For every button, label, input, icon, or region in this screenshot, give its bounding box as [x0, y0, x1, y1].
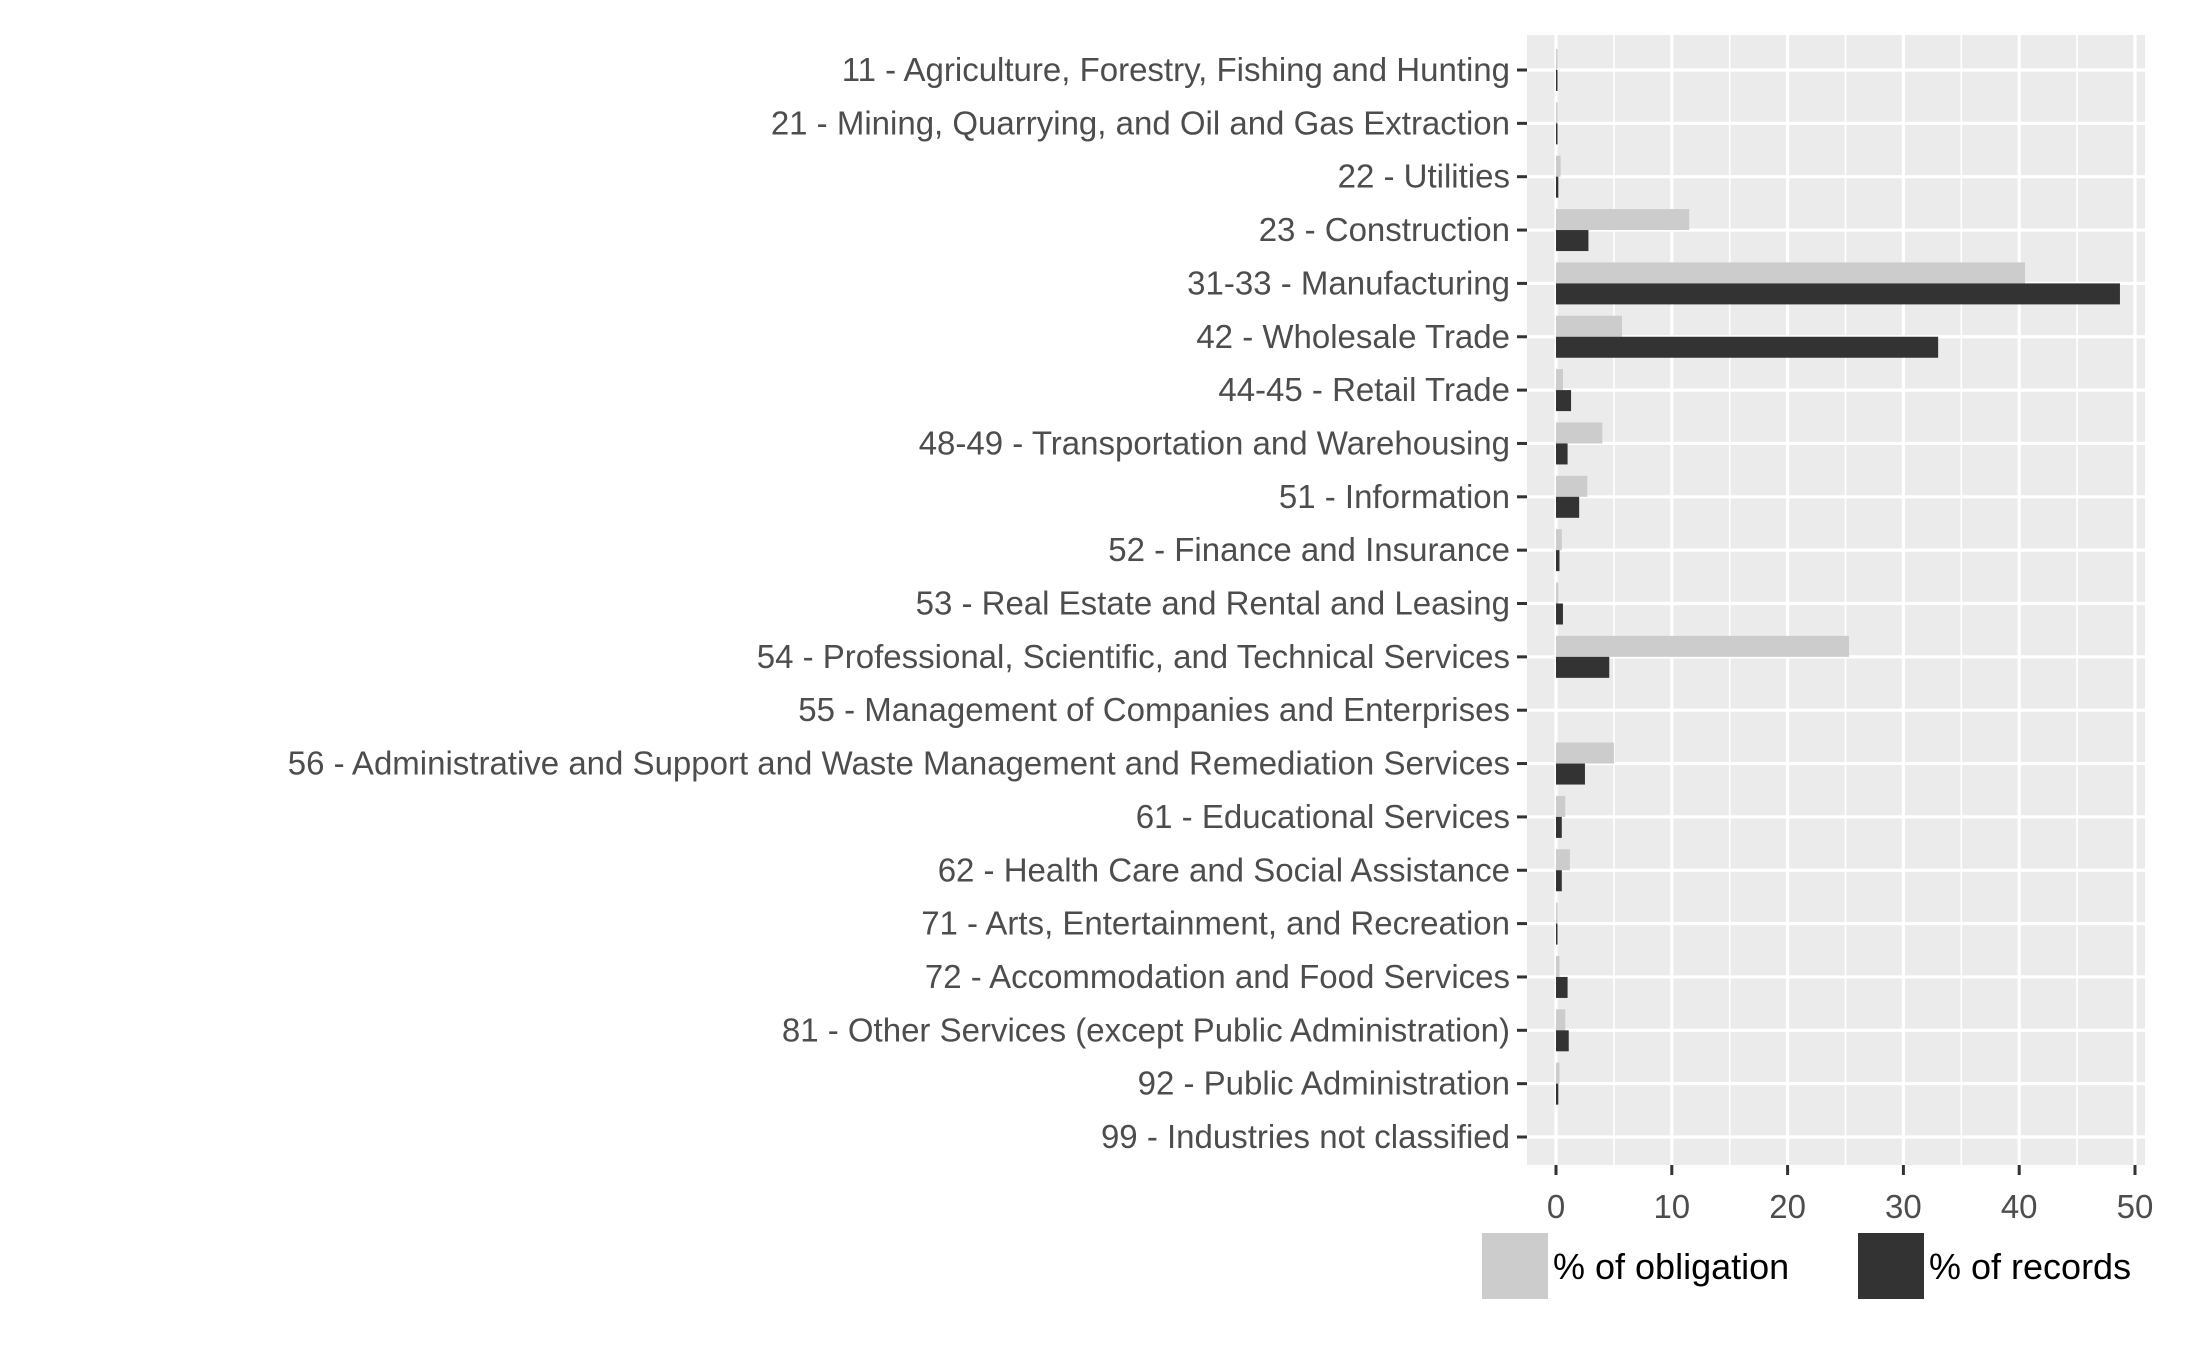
bar-obligation-10 — [1556, 582, 1559, 604]
bar-obligation-9 — [1556, 529, 1562, 551]
category-label: 48-49 - Transportation and Warehousing — [919, 424, 1510, 461]
legend: % of obligation % of records — [1482, 1233, 2131, 1299]
bar-obligation-18 — [1556, 1009, 1566, 1031]
bar-records-10 — [1556, 603, 1563, 625]
category-label: 53 - Real Estate and Rental and Leasing — [916, 585, 1510, 622]
legend-swatch-obligation — [1482, 1233, 1548, 1299]
x-tick-label: 50 — [2117, 1188, 2154, 1225]
category-label: 54 - Professional, Scientific, and Techn… — [757, 638, 1510, 675]
legend-label-records: % of records — [1929, 1246, 2131, 1287]
bar-records-1 — [1556, 123, 1558, 145]
bar-records-9 — [1556, 550, 1560, 572]
bar-obligation-2 — [1556, 155, 1561, 177]
category-label: 92 - Public Administration — [1138, 1065, 1510, 1102]
category-label: 99 - Industries not classified — [1101, 1118, 1510, 1155]
bar-obligation-0 — [1556, 49, 1558, 70]
bar-records-17 — [1556, 976, 1568, 998]
bars — [1556, 49, 2120, 1105]
bar-records-2 — [1556, 176, 1559, 198]
category-label: 44-45 - Retail Trade — [1218, 371, 1510, 408]
x-tick-label: 20 — [1769, 1188, 1806, 1225]
bar-records-3 — [1556, 230, 1589, 252]
bar-records-11 — [1556, 656, 1610, 678]
category-label: 72 - Accommodation and Food Services — [925, 958, 1510, 995]
plot-panel — [1527, 35, 2145, 1165]
bar-obligation-17 — [1556, 955, 1560, 977]
bar-obligation-5 — [1556, 315, 1623, 337]
bar-obligation-6 — [1556, 369, 1563, 391]
category-label: 55 - Management of Companies and Enterpr… — [798, 691, 1510, 728]
bar-records-0 — [1556, 70, 1558, 91]
bar-obligation-7 — [1556, 422, 1603, 444]
bar-obligation-8 — [1556, 475, 1588, 497]
category-label: 61 - Educational Services — [1136, 798, 1510, 835]
category-label: 56 - Administrative and Support and Wast… — [288, 745, 1510, 782]
bar-records-16 — [1556, 923, 1558, 945]
bar-records-19 — [1556, 1083, 1559, 1105]
x-tick-label: 0 — [1547, 1188, 1565, 1225]
category-label: 52 - Finance and Insurance — [1108, 531, 1510, 568]
bar-records-14 — [1556, 816, 1562, 838]
bar-records-8 — [1556, 496, 1580, 518]
bar-obligation-3 — [1556, 209, 1690, 231]
bar-records-13 — [1556, 763, 1585, 785]
category-label: 51 - Information — [1279, 478, 1510, 515]
bar-obligation-1 — [1556, 102, 1558, 124]
bar-records-18 — [1556, 1030, 1569, 1052]
category-label: 31-33 - Manufacturing — [1187, 264, 1510, 301]
x-tick-label: 30 — [1885, 1188, 1922, 1225]
bar-records-6 — [1556, 390, 1572, 412]
category-label: 81 - Other Services (except Public Admin… — [782, 1011, 1510, 1048]
bar-obligation-15 — [1556, 849, 1570, 871]
category-label: 42 - Wholesale Trade — [1196, 318, 1510, 355]
category-labels: 11 - Agriculture, Forestry, Fishing and … — [288, 51, 1527, 1155]
bar-obligation-13 — [1556, 742, 1614, 764]
category-label: 71 - Arts, Entertainment, and Recreation — [921, 905, 1510, 942]
x-axis-ticks: 0 10 20 30 40 50 — [1547, 1165, 2154, 1225]
bar-obligation-11 — [1556, 635, 1849, 657]
bar-records-15 — [1556, 870, 1562, 892]
bar-obligation-19 — [1556, 1062, 1560, 1084]
legend-label-obligation: % of obligation — [1553, 1246, 1789, 1287]
bar-obligation-14 — [1556, 795, 1566, 817]
bar-records-4 — [1556, 283, 2120, 305]
bar-records-5 — [1556, 336, 1939, 358]
category-label: 62 - Health Care and Social Assistance — [938, 851, 1510, 888]
bar-records-7 — [1556, 443, 1568, 465]
category-label: 23 - Construction — [1259, 211, 1510, 248]
bar-obligation-4 — [1556, 262, 2025, 284]
category-label: 22 - Utilities — [1338, 158, 1510, 195]
category-label: 21 - Mining, Quarrying, and Oil and Gas … — [771, 104, 1510, 141]
category-label: 11 - Agriculture, Forestry, Fishing and … — [842, 51, 1510, 88]
x-tick-label: 10 — [1653, 1188, 1690, 1225]
legend-swatch-records — [1858, 1233, 1924, 1299]
bar-obligation-16 — [1556, 902, 1558, 924]
x-tick-label: 40 — [2001, 1188, 2038, 1225]
